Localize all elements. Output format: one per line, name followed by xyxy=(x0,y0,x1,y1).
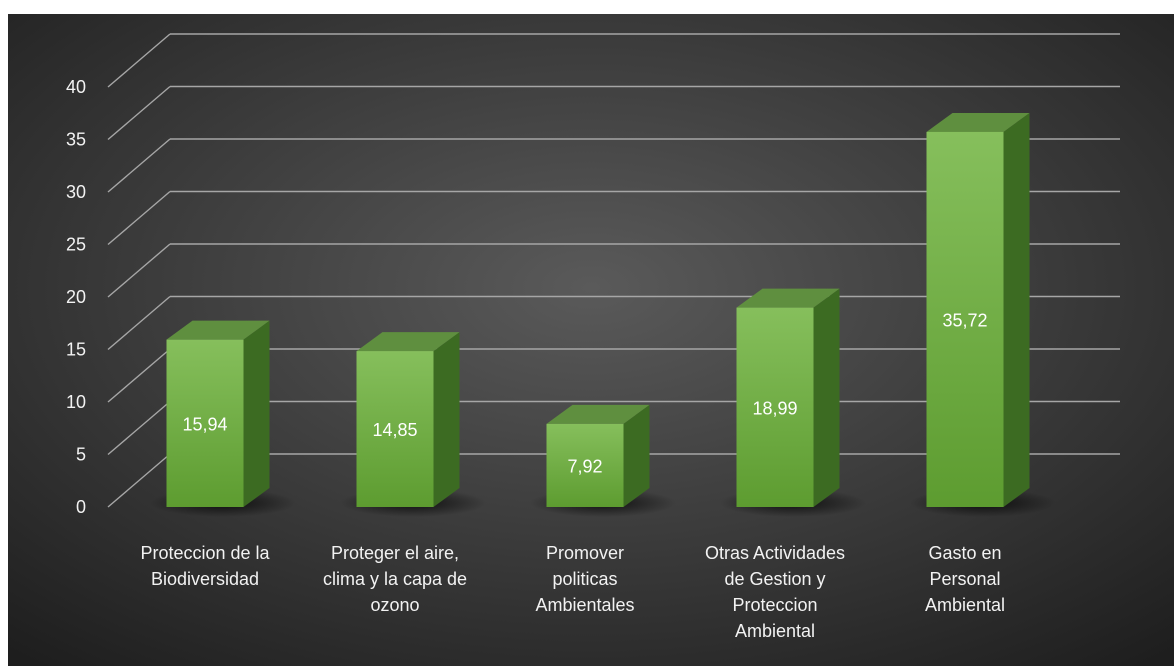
gridline-diagonal xyxy=(107,85,171,141)
bar-top xyxy=(546,404,650,424)
bar-side xyxy=(433,332,460,507)
category-label: Proteger el aire, clima y la capa de ozono xyxy=(323,543,467,615)
gridline-diagonal xyxy=(107,400,171,456)
category-label-line: Proteccion de la xyxy=(140,543,270,563)
category-label-line: Promover xyxy=(546,543,624,563)
bar: 14,85 xyxy=(339,332,487,517)
category-label-line: Ambiental xyxy=(925,595,1005,615)
y-tick-label: 5 xyxy=(76,445,86,465)
gridline-diagonal xyxy=(107,190,171,246)
bar-side xyxy=(1003,112,1030,507)
data-label: 35,72 xyxy=(942,310,987,330)
category-label-line: Gasto en xyxy=(928,543,1001,563)
y-tick-label: 20 xyxy=(66,287,86,307)
category-label-line: Ambientales xyxy=(535,595,634,615)
data-label: 14,85 xyxy=(372,420,417,440)
category-label: Promover politicas Ambientales xyxy=(535,543,634,615)
data-label: 18,99 xyxy=(752,398,797,418)
gridline-diagonal xyxy=(107,453,171,508)
category-label-line: politicas xyxy=(552,569,617,589)
chart-container: 0 5 10 15 20 25 30 35 40 15,94 14,85 7,92 18,99 35,7… xyxy=(8,14,1174,666)
data-label: 7,92 xyxy=(567,456,602,476)
bar: 15,94 xyxy=(149,320,297,517)
category-label: Otras Actividades de Gestion y Proteccion A… xyxy=(705,543,845,641)
category-label-line: Biodiversidad xyxy=(151,569,259,589)
bar: 18,99 xyxy=(719,288,867,517)
category-label: Gasto en Personal Ambiental xyxy=(925,543,1005,615)
bar: 35,72 xyxy=(909,112,1057,517)
bar-top xyxy=(736,288,840,308)
y-axis-ticks: 0 5 10 15 20 25 30 35 40 xyxy=(66,77,86,517)
gridline-diagonal xyxy=(107,348,171,403)
gridline-diagonal xyxy=(107,243,171,298)
bars: 15,94 14,85 7,92 18,99 35,72 xyxy=(149,112,1057,517)
bar-top xyxy=(926,112,1030,132)
bar-front xyxy=(926,131,1004,507)
category-label: Proteccion de la Biodiversidad xyxy=(140,543,270,589)
category-label-line: clima y la capa de xyxy=(323,569,467,589)
bar-side xyxy=(623,404,650,507)
y-tick-label: 40 xyxy=(66,77,86,97)
category-label-line: ozono xyxy=(370,595,419,615)
y-tick-label: 10 xyxy=(66,392,86,412)
category-labels: Proteccion de la Biodiversidad Proteger el… xyxy=(140,543,1005,641)
bar-side xyxy=(813,288,840,507)
data-label: 15,94 xyxy=(182,414,227,434)
gridline-diagonal xyxy=(107,295,171,351)
bar-front xyxy=(736,307,814,507)
category-label-line: Otras Actividades xyxy=(705,543,845,563)
y-tick-label: 0 xyxy=(76,497,86,517)
category-label-line: Proteger el aire, xyxy=(331,543,459,563)
y-tick-label: 35 xyxy=(66,130,86,150)
bar-chart: 0 5 10 15 20 25 30 35 40 15,94 14,85 7,92 18,99 35,7… xyxy=(8,14,1174,666)
y-tick-label: 30 xyxy=(66,182,86,202)
bar-side xyxy=(243,320,270,507)
bar: 7,92 xyxy=(529,404,677,517)
category-label-line: Proteccion xyxy=(732,595,817,615)
bar-front xyxy=(546,423,624,507)
gridline-diagonal xyxy=(107,138,171,193)
y-tick-label: 15 xyxy=(66,340,86,360)
category-label-line: Personal xyxy=(929,569,1000,589)
bar-front xyxy=(356,351,434,507)
bar-top xyxy=(166,320,270,340)
category-label-line: Ambiental xyxy=(735,621,815,641)
bar-top xyxy=(356,332,460,352)
bar-front xyxy=(166,339,244,507)
y-tick-label: 25 xyxy=(66,235,86,255)
gridline-diagonal xyxy=(107,33,171,88)
category-label-line: de Gestion y xyxy=(724,569,825,589)
